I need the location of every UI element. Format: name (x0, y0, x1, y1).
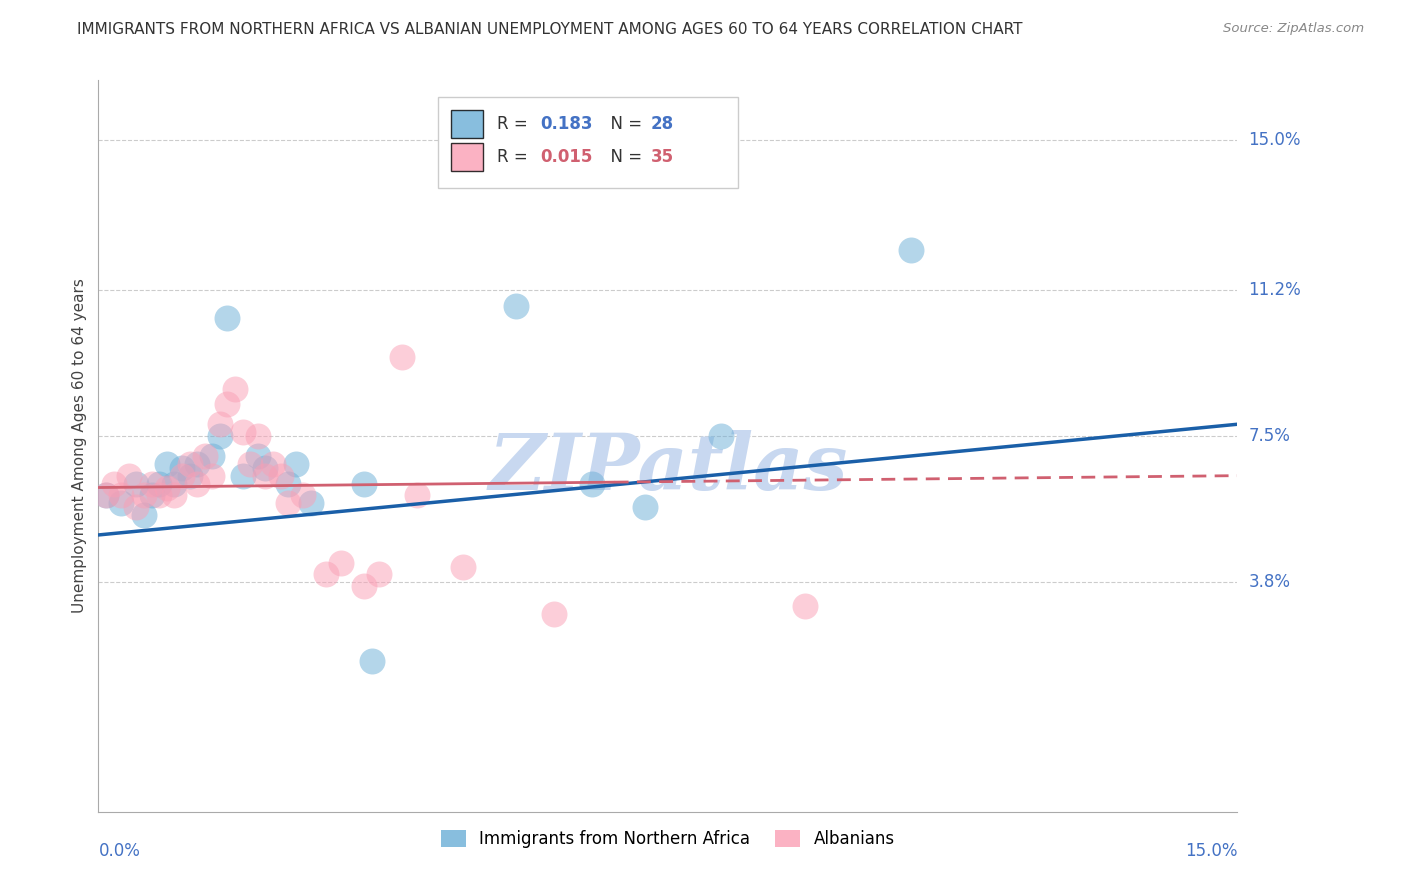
Point (239, 457, 262, 471)
Point (163, 488, 186, 502)
Point (315, 567, 337, 582)
Point (634, 500, 657, 515)
Point (543, 607, 565, 621)
Point (156, 481, 179, 495)
Text: IMMIGRANTS FROM NORTHERN AFRICA VS ALBANIAN UNEMPLOYMENT AMONG AGES 60 TO 64 YEA: IMMIGRANTS FROM NORTHERN AFRICA VS ALBAN… (77, 22, 1022, 37)
Text: 15.0%: 15.0% (1249, 130, 1301, 149)
Text: R =: R = (498, 148, 533, 166)
Text: N =: N = (599, 115, 647, 133)
Point (360, 655, 382, 669)
Point (391, 350, 413, 364)
Point (277, 496, 299, 510)
Point (710, 429, 733, 443)
Point (148, 476, 170, 491)
Point (186, 476, 208, 491)
Text: 35: 35 (651, 148, 673, 166)
Point (451, 559, 474, 574)
Point (170, 460, 193, 475)
Point (208, 429, 231, 443)
Text: 0.015: 0.015 (540, 148, 593, 166)
Point (406, 488, 429, 502)
Point (270, 468, 292, 483)
Point (103, 476, 125, 491)
Text: N =: N = (599, 148, 647, 166)
Text: 11.2%: 11.2% (1249, 281, 1301, 299)
Point (170, 468, 193, 483)
Point (292, 488, 315, 502)
Point (110, 496, 132, 510)
Point (94, 488, 117, 502)
Text: Source: ZipAtlas.com: Source: ZipAtlas.com (1223, 22, 1364, 36)
Point (330, 556, 353, 570)
Point (254, 468, 277, 483)
Text: 28: 28 (651, 115, 673, 133)
Point (900, 244, 922, 258)
Point (353, 579, 375, 593)
Point (132, 508, 155, 523)
Text: 15.0%: 15.0% (1185, 842, 1237, 860)
Text: 0.0%: 0.0% (98, 842, 141, 860)
Point (186, 457, 208, 471)
Point (201, 468, 224, 483)
Point (208, 417, 231, 432)
Point (194, 449, 217, 463)
Point (262, 457, 284, 471)
Point (505, 299, 527, 313)
Text: 7.5%: 7.5% (1249, 427, 1291, 445)
Legend: Immigrants from Northern Africa, Albanians: Immigrants from Northern Africa, Albania… (434, 823, 901, 855)
Point (232, 425, 254, 439)
Point (246, 429, 269, 443)
Point (125, 500, 148, 515)
Text: R =: R = (498, 115, 533, 133)
Point (793, 599, 815, 614)
Point (156, 457, 179, 471)
Point (201, 449, 224, 463)
Point (232, 468, 254, 483)
Point (163, 476, 186, 491)
Point (148, 488, 170, 502)
Point (246, 449, 269, 463)
Point (284, 457, 307, 471)
Point (299, 496, 322, 510)
Point (132, 488, 155, 502)
Point (125, 476, 148, 491)
Point (217, 310, 239, 325)
Text: 3.8%: 3.8% (1249, 574, 1291, 591)
Point (179, 468, 201, 483)
Point (94, 488, 117, 502)
Point (179, 457, 201, 471)
Text: ZIPatlas: ZIPatlas (488, 430, 848, 506)
FancyBboxPatch shape (451, 144, 484, 171)
Point (110, 488, 132, 502)
Point (141, 476, 163, 491)
Point (217, 397, 239, 411)
Point (581, 476, 603, 491)
Y-axis label: Unemployment Among Ages 60 to 64 years: Unemployment Among Ages 60 to 64 years (72, 278, 87, 614)
Point (224, 382, 246, 396)
Text: 0.183: 0.183 (540, 115, 593, 133)
Point (254, 460, 277, 475)
FancyBboxPatch shape (451, 111, 484, 138)
Point (277, 476, 299, 491)
FancyBboxPatch shape (437, 97, 738, 188)
Point (141, 488, 163, 502)
Point (353, 476, 375, 491)
Point (368, 567, 391, 582)
Point (118, 468, 141, 483)
